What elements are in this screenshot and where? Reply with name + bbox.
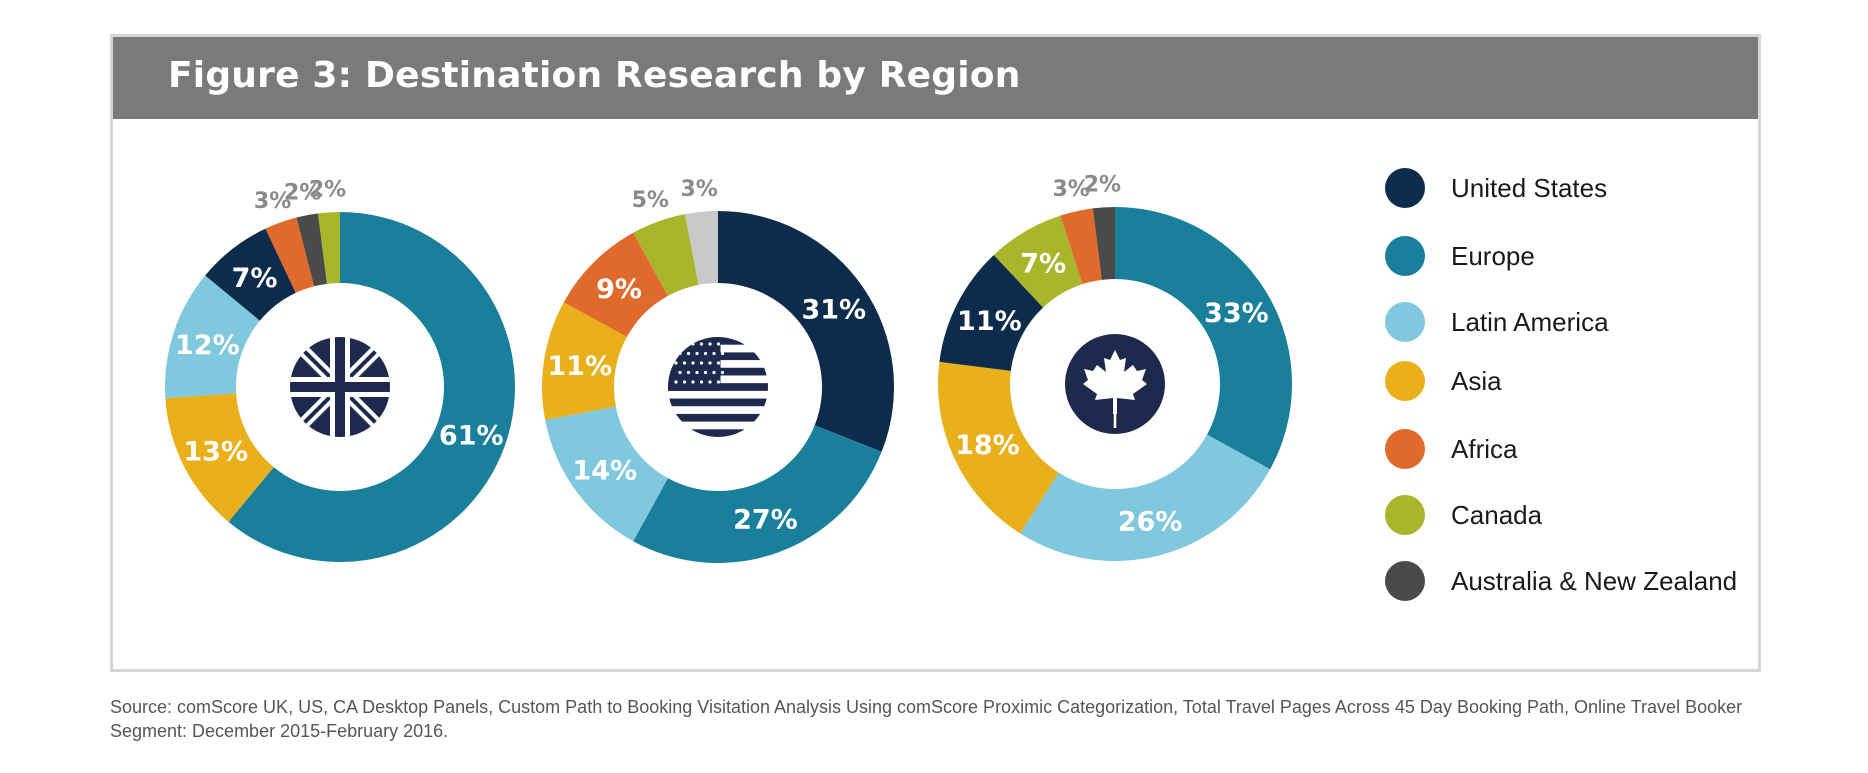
slice-label: 12% xyxy=(175,330,240,361)
donut-slice xyxy=(165,275,260,398)
legend-item-africa: Africa xyxy=(1385,429,1765,469)
legend-item-canada: Canada xyxy=(1385,495,1765,535)
slice-label: 7% xyxy=(232,263,278,294)
legend-label: Latin America xyxy=(1451,307,1609,337)
donut-slice xyxy=(718,211,894,452)
slice-label: 61% xyxy=(439,420,504,451)
legend-label: Europe xyxy=(1451,241,1535,271)
source-note: Source: comScore UK, US, CA Desktop Pane… xyxy=(110,697,1743,741)
slice-label: 3% xyxy=(1052,177,1089,202)
legend-item-latin-america: Latin America xyxy=(1385,302,1765,342)
donut-slice xyxy=(265,217,315,293)
donut-slice xyxy=(1092,207,1115,280)
donut-slice xyxy=(205,228,296,321)
donut-chart: 31% 27% 14% 11% 9% 5% 3% xyxy=(542,177,894,563)
figure-frame: Figure 3: Destination Research by Region xyxy=(110,34,1761,672)
figure-header: Figure 3: Destination Research by Region xyxy=(113,37,1758,119)
donut-slice xyxy=(685,211,718,285)
figure-title: Figure 3: Destination Research by Region xyxy=(168,55,1021,96)
legend-item-australia-new-zealand: Australia & New Zealand xyxy=(1385,561,1765,601)
slice-label: 2% xyxy=(1084,172,1121,197)
legend-swatch xyxy=(1385,168,1425,208)
donut-slice xyxy=(633,425,882,563)
legend-swatch xyxy=(1385,495,1425,535)
donut-slice xyxy=(938,361,1059,534)
slice-label: 31% xyxy=(801,294,866,325)
donut-chart: 61%13%12%7%3%2%2% xyxy=(165,177,515,562)
slice-label: 2% xyxy=(284,181,321,206)
slice-label: 11% xyxy=(547,351,612,382)
donut-slice xyxy=(993,215,1083,308)
donut-slice xyxy=(165,393,274,522)
legend-label: Australia & New Zealand xyxy=(1451,566,1738,596)
slice-label: 11% xyxy=(957,306,1022,337)
donut-slice xyxy=(228,212,515,562)
donut-slice xyxy=(633,214,699,296)
legend-item-europe: Europe xyxy=(1385,236,1765,276)
slice-label: 2% xyxy=(309,177,346,202)
donut-slice xyxy=(1060,208,1102,285)
slice-label: 27% xyxy=(733,505,798,536)
slice-label: 18% xyxy=(955,430,1020,461)
legend-item-asia: Asia xyxy=(1385,361,1765,401)
legend-swatch xyxy=(1385,302,1425,342)
legend-label: United States xyxy=(1451,173,1608,203)
slice-label: 33% xyxy=(1204,298,1269,329)
legend-label: Asia xyxy=(1451,366,1502,396)
donut-slice xyxy=(542,302,627,420)
us-flag-icon xyxy=(668,337,768,437)
legend-swatch xyxy=(1385,361,1425,401)
slice-label: 14% xyxy=(572,455,637,486)
legend-item-united-states: United States xyxy=(1385,168,1765,208)
slice-label: 3% xyxy=(680,177,717,202)
slice-label: 5% xyxy=(632,188,669,213)
donut-chart: 33% 26% 18% 11% 7% 3%2% xyxy=(938,172,1292,562)
donut-slice xyxy=(296,213,327,287)
canada-flag-icon xyxy=(1065,334,1165,434)
legend-label: Canada xyxy=(1451,500,1543,530)
donut-slice xyxy=(1115,207,1292,470)
slice-label: 13% xyxy=(183,436,248,467)
slice-label: 3% xyxy=(254,189,291,214)
slice-label: 9% xyxy=(596,274,642,305)
legend-swatch xyxy=(1385,236,1425,276)
uk-flag-icon xyxy=(290,337,390,437)
slice-label: 7% xyxy=(1020,249,1066,280)
legend-swatch xyxy=(1385,561,1425,601)
legend-swatch xyxy=(1385,429,1425,469)
donut-slice xyxy=(939,254,1044,371)
donut-slice xyxy=(563,232,668,337)
slice-label: 26% xyxy=(1118,507,1183,538)
donut-slice xyxy=(1020,434,1271,562)
legend-label: Africa xyxy=(1451,434,1518,464)
donut-slice xyxy=(318,212,340,284)
donut-slice xyxy=(545,406,668,542)
